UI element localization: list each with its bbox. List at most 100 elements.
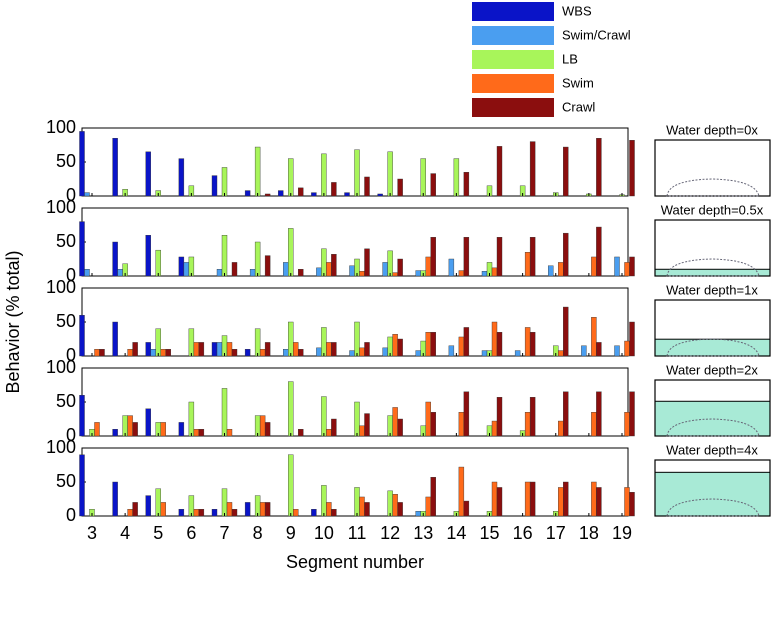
bar <box>624 340 630 357</box>
bar <box>288 321 294 357</box>
bar <box>558 420 564 437</box>
bar <box>94 349 100 357</box>
bar <box>293 509 299 517</box>
bar <box>127 509 133 517</box>
bar <box>127 415 133 437</box>
y-tick-label: 50 <box>56 391 76 411</box>
bar <box>283 349 289 357</box>
bar <box>259 502 266 517</box>
bar <box>629 256 635 277</box>
bar <box>491 321 498 357</box>
legend-label: Crawl <box>562 99 595 114</box>
bar <box>420 158 426 197</box>
x-tick-label: 12 <box>380 523 400 543</box>
bar <box>160 502 166 517</box>
bar <box>211 509 218 517</box>
bar <box>415 511 421 517</box>
bar <box>387 415 393 437</box>
water <box>654 471 771 517</box>
bar <box>614 345 620 357</box>
bar <box>249 269 256 277</box>
bar <box>496 487 503 517</box>
bar <box>624 262 630 277</box>
legend-swatch <box>472 26 554 45</box>
bar <box>112 321 118 357</box>
bar <box>331 342 337 357</box>
y-tick-label: 0 <box>66 505 76 525</box>
bar <box>596 137 602 197</box>
bar <box>629 492 635 517</box>
bar <box>596 391 602 437</box>
bar <box>178 158 185 197</box>
bar <box>430 237 436 277</box>
y-tick-label: 100 <box>46 197 76 217</box>
bar <box>496 332 503 357</box>
bar <box>79 395 85 437</box>
bar <box>524 327 531 357</box>
bar <box>596 487 602 517</box>
bar <box>178 256 185 277</box>
bar <box>387 250 393 277</box>
y-tick-label: 100 <box>46 117 76 137</box>
bar <box>112 481 118 517</box>
bar <box>326 429 332 437</box>
bar <box>264 502 271 517</box>
bar <box>392 494 398 517</box>
bar <box>226 429 233 437</box>
bar <box>481 271 488 277</box>
bar <box>254 328 261 357</box>
bar <box>326 262 332 277</box>
bar <box>150 349 156 357</box>
bar <box>155 249 161 277</box>
bar <box>463 171 470 197</box>
bar <box>321 485 327 517</box>
bar <box>629 321 635 357</box>
legend-swatch <box>472 98 554 117</box>
bar <box>316 267 322 277</box>
x-tick-label: 4 <box>120 523 130 543</box>
x-tick-label: 9 <box>286 523 296 543</box>
bar <box>563 232 569 277</box>
bar <box>288 454 294 517</box>
bar <box>425 256 431 277</box>
bar <box>529 141 536 197</box>
bar <box>254 495 261 517</box>
bar <box>145 234 151 277</box>
bar <box>491 267 498 277</box>
y-tick-label: 50 <box>56 471 76 491</box>
x-tick-label: 13 <box>413 523 433 543</box>
bar <box>354 401 360 437</box>
bar <box>264 193 271 197</box>
bar <box>84 269 90 277</box>
bar <box>524 481 531 517</box>
bar <box>448 345 455 357</box>
bar <box>183 262 190 277</box>
bar <box>221 388 228 437</box>
bar <box>79 454 85 517</box>
bar <box>321 248 327 277</box>
bar <box>84 192 90 197</box>
bar <box>496 237 503 277</box>
bar <box>216 342 223 357</box>
bar <box>254 241 261 277</box>
bar <box>624 412 630 437</box>
bar <box>397 178 403 197</box>
bar <box>563 481 569 517</box>
bar <box>591 412 597 437</box>
bar <box>563 306 569 357</box>
bar <box>397 418 403 437</box>
bar <box>311 192 317 197</box>
bar <box>392 272 398 277</box>
bar <box>359 271 365 277</box>
bar <box>392 334 398 357</box>
depth-box <box>654 219 771 277</box>
bar <box>188 401 195 437</box>
bar <box>458 270 465 277</box>
bar <box>188 495 195 517</box>
y-tick-label: 50 <box>56 151 76 171</box>
bar <box>491 420 498 437</box>
bar <box>364 413 370 437</box>
x-tick-label: 19 <box>612 523 632 543</box>
bar <box>254 146 261 197</box>
bar <box>198 509 205 517</box>
